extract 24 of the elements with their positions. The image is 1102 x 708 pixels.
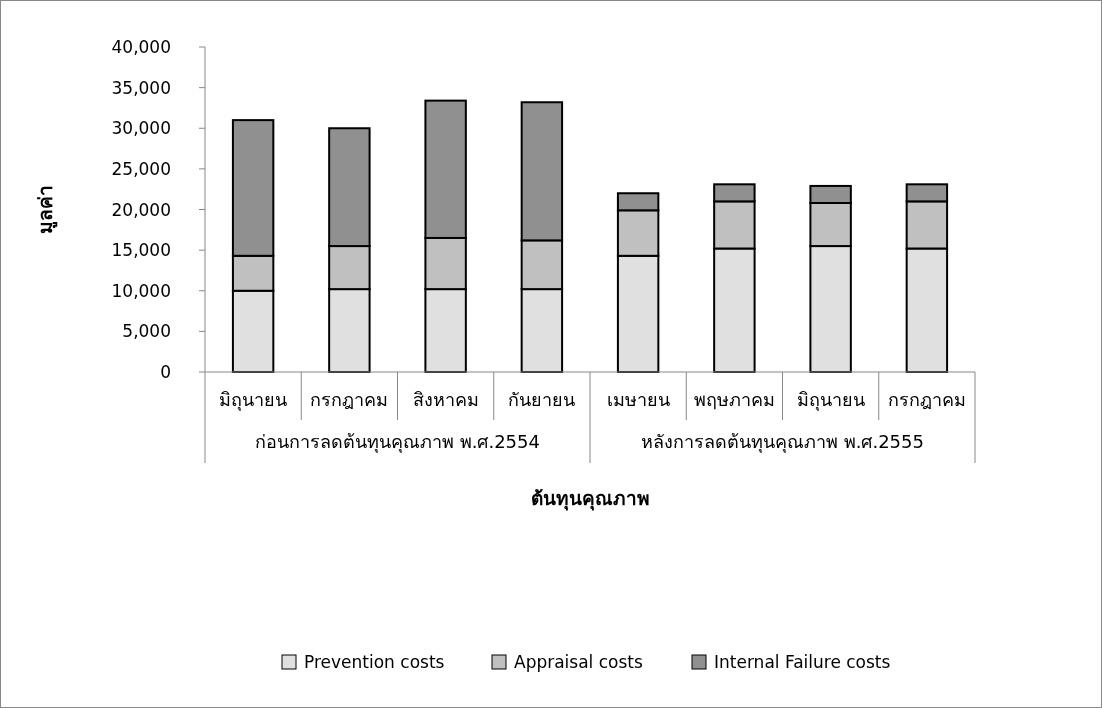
y-tick-label: 15,000 <box>111 240 171 261</box>
y-tick-label: 35,000 <box>111 77 171 98</box>
x-tick-label: เมษายน <box>606 389 670 410</box>
x-tick-label: มิถุนายน <box>796 389 865 411</box>
x-axis-title: ต้นทุนคุณภาพ <box>530 487 650 511</box>
x-tick-label: กรกฎาคม <box>887 389 966 410</box>
legend-label: Appraisal costs <box>514 652 644 672</box>
y-axis-title: มูลค่า <box>34 185 58 234</box>
legend-label: Prevention costs <box>304 652 445 672</box>
x-tick-label: กรกฎาคม <box>310 389 389 410</box>
y-tick-label: 10,000 <box>111 280 171 301</box>
y-tick-label: 25,000 <box>111 158 171 179</box>
x-tick-label: สิงหาคม <box>412 389 479 410</box>
y-tick-label: 0 <box>160 362 171 382</box>
legend-label: Internal Failure costs <box>714 652 891 672</box>
x-tick-label: มิถุนายน <box>219 389 288 411</box>
x-tick-label: กันยายน <box>508 389 576 410</box>
text: ก่อนการลดต้นทุนคุณภาพ พ.ศ.2554 <box>255 431 540 453</box>
y-tick-label: 20,000 <box>111 199 171 220</box>
y-tick-label: 40,000 <box>111 37 171 57</box>
y-tick-label: 5,000 <box>122 321 171 342</box>
text: หลังการลดต้นทุนคุณภาพ พ.ศ.2555 <box>641 431 924 453</box>
x-tick-label: พฤษภาคม <box>693 389 775 410</box>
y-tick-label: 30,000 <box>111 118 171 139</box>
